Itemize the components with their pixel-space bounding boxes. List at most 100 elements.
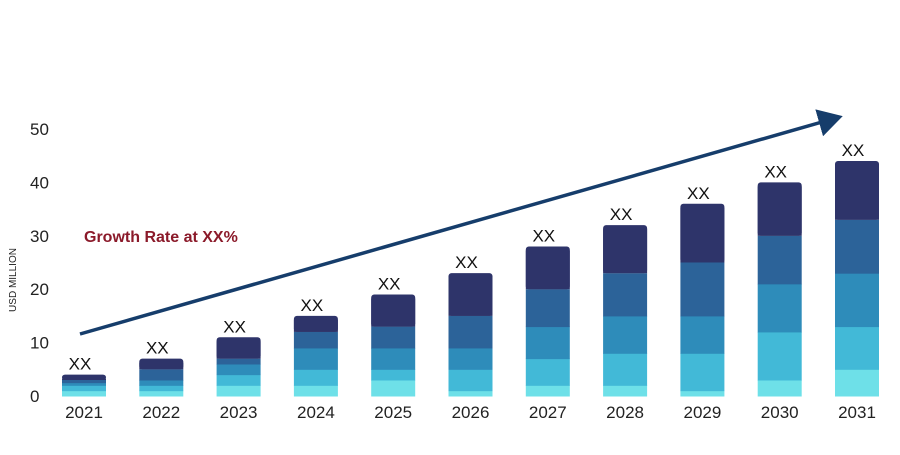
x-tick-label: 2021 <box>65 403 103 422</box>
bar-2028: XX <box>603 205 648 397</box>
y-axis-label: USD MILLION <box>8 248 19 312</box>
data-label: XX <box>378 275 401 294</box>
data-label: XX <box>146 339 169 358</box>
bar-segment <box>448 347 493 370</box>
bar-segment-fill <box>757 186 802 236</box>
bar-segment <box>62 390 106 397</box>
bar-2024: XX <box>293 296 338 397</box>
x-tick-label: 2028 <box>606 403 644 422</box>
bar-segment <box>371 369 416 381</box>
bar-segment <box>525 385 570 397</box>
growth-arrow <box>79 109 843 336</box>
x-tick-label: 2026 <box>452 403 490 422</box>
y-tick-label: 40 <box>30 173 49 192</box>
data-label: XX <box>69 355 92 374</box>
y-tick-label: 50 <box>30 120 49 139</box>
bar-segment <box>603 273 648 317</box>
bar-segment <box>371 326 416 349</box>
data-label: XX <box>455 253 478 272</box>
bar-segment <box>62 379 106 384</box>
bar-segment-fill <box>525 250 570 290</box>
bar-2022: XX <box>139 339 184 397</box>
bar-2021: XX <box>62 355 106 397</box>
x-tick-label: 2024 <box>297 403 335 422</box>
bar-segment <box>293 369 338 386</box>
bar-segment <box>680 262 725 317</box>
bar-2026: XX <box>448 253 493 397</box>
bar-segment-fill <box>603 229 648 274</box>
bar-segment-fill <box>216 341 261 359</box>
bar-segment <box>293 385 338 397</box>
bar-segment <box>757 283 802 333</box>
bars: XX XX XX XX XX XX XX XX XX XX XX <box>62 141 879 397</box>
bar-segment <box>680 353 725 392</box>
bar-segment <box>835 219 879 274</box>
data-label: XX <box>532 226 555 245</box>
bar-segment <box>757 235 802 285</box>
bar-2023: XX <box>216 317 261 397</box>
y-axis: 0 10 20 30 40 50 <box>30 120 49 406</box>
bar-segment <box>216 363 261 376</box>
bar-2030: XX <box>757 162 802 397</box>
bar-segment-fill <box>835 165 879 220</box>
data-label: XX <box>842 141 865 160</box>
data-label: XX <box>223 317 246 336</box>
x-tick-label: 2025 <box>374 403 412 422</box>
x-tick-label: 2030 <box>761 403 799 422</box>
x-tick-label: 2029 <box>683 403 721 422</box>
x-axis: 2021 2022 2023 2024 2025 2026 2027 2028 2029 2030… <box>65 403 876 422</box>
bar-segment-fill <box>448 277 493 316</box>
bar-segment <box>835 369 879 397</box>
bar-segment <box>371 379 416 397</box>
bar-segment <box>448 390 493 397</box>
bar-segment <box>139 369 184 381</box>
bar-segment-fill <box>139 362 184 370</box>
x-tick-label: 2031 <box>838 403 876 422</box>
data-label: XX <box>687 184 710 203</box>
bar-segment <box>216 374 261 386</box>
data-label: XX <box>301 296 324 315</box>
bar-segment <box>139 379 184 386</box>
bar-segment <box>62 385 106 392</box>
bar-segment <box>757 379 802 397</box>
bar-segment <box>525 358 570 386</box>
bar-segment <box>139 390 184 397</box>
bar-2031: XX <box>835 141 879 397</box>
bar-segment <box>680 315 725 354</box>
bar-segment <box>835 273 879 328</box>
bar-segment-fill <box>371 298 416 327</box>
bar-segment <box>216 385 261 397</box>
bar-segment <box>757 331 802 381</box>
bar-2029: XX <box>680 184 725 397</box>
bar-segment <box>448 315 493 349</box>
bar-segment <box>603 385 648 397</box>
bar-segment <box>293 331 338 349</box>
y-tick-label: 20 <box>30 280 49 299</box>
bar-segment <box>293 347 338 370</box>
bar-segment-fill <box>62 378 106 380</box>
bar-2027: XX <box>525 226 570 397</box>
bar-segment <box>525 289 570 328</box>
bar-segment <box>525 326 570 360</box>
bar-segment-fill <box>680 207 725 263</box>
bar-2025: XX <box>371 275 416 397</box>
x-tick-label: 2022 <box>142 403 180 422</box>
y-tick-label: 30 <box>30 227 49 246</box>
bar-segment <box>603 353 648 386</box>
bar-segment <box>680 390 725 397</box>
bar-segment <box>603 315 648 354</box>
bar-segment <box>216 358 261 365</box>
bar-segment <box>139 385 184 392</box>
growth-rate-annotation: Growth Rate at XX% <box>84 229 238 246</box>
data-label: XX <box>764 162 787 181</box>
bar-segment <box>62 382 106 386</box>
y-tick-label: 0 <box>30 387 39 406</box>
bar-segment <box>448 369 493 392</box>
x-tick-label: 2023 <box>220 403 258 422</box>
bar-segment <box>835 326 879 370</box>
bar-segment <box>371 347 416 370</box>
bar-segment-fill <box>293 319 338 332</box>
x-tick-label: 2027 <box>529 403 567 422</box>
data-label: XX <box>610 205 633 224</box>
